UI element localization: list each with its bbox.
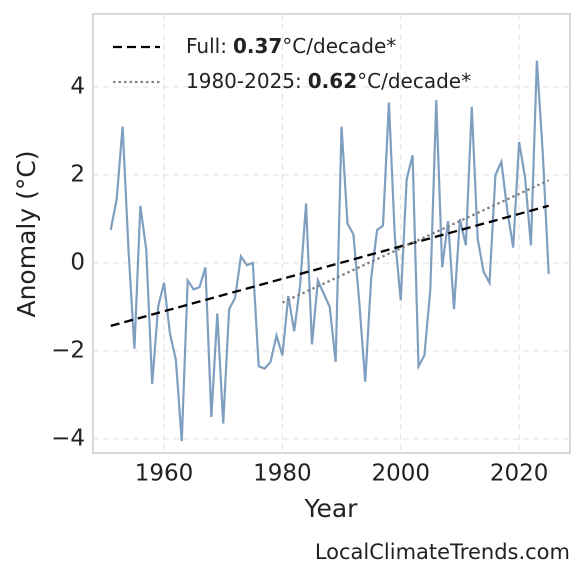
trend-line bbox=[281, 179, 550, 304]
legend-label: Full: 0.37°C/decade* bbox=[186, 34, 396, 58]
legend-rate: 0.37 bbox=[233, 34, 282, 58]
x-axis-label: Year bbox=[304, 494, 359, 523]
y-tick-label: 0 bbox=[70, 249, 85, 275]
x-tick-label: 2020 bbox=[490, 461, 549, 487]
x-tick-label: 2000 bbox=[371, 461, 430, 487]
legend-unit: °C/decade* bbox=[357, 69, 471, 93]
legend-unit: °C/decade* bbox=[282, 34, 396, 58]
y-tick-label: 2 bbox=[70, 161, 85, 187]
x-tick-label: 1980 bbox=[253, 461, 312, 487]
y-axis-label: Anomaly (°C) bbox=[12, 150, 41, 317]
y-tick-label: 4 bbox=[70, 74, 85, 100]
legend-prefix: 1980-2025: bbox=[186, 69, 302, 93]
y-tick-label: −4 bbox=[51, 425, 85, 451]
data-line bbox=[109, 60, 550, 442]
plot-frame bbox=[92, 13, 571, 454]
legend-rate: 0.62 bbox=[308, 69, 357, 93]
y-tick-label: −2 bbox=[51, 337, 85, 363]
legend-label: 1980-2025: 0.62°C/decade* bbox=[186, 69, 471, 93]
trend-line bbox=[110, 204, 549, 327]
x-tick-label: 1960 bbox=[135, 461, 194, 487]
watermark: LocalClimateTrends.com bbox=[315, 540, 570, 564]
legend-prefix: Full: bbox=[186, 34, 227, 58]
